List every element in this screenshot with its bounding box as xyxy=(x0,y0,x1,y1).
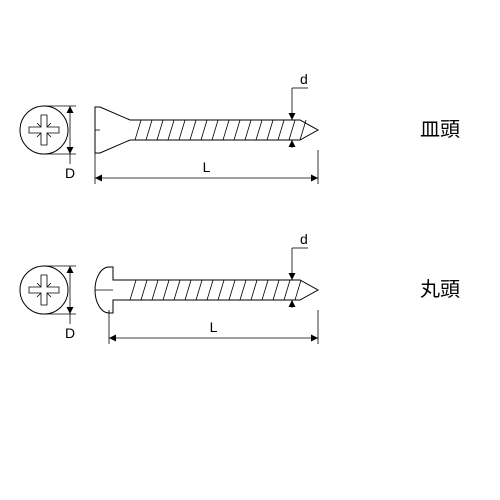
dim-label-D: D xyxy=(65,165,75,181)
screw-head-front xyxy=(20,266,68,314)
screw-head-front xyxy=(20,106,68,154)
diagram-canvas: D Ld D Ld 皿頭丸頭 xyxy=(0,0,500,500)
dim-label-L: L xyxy=(210,319,218,335)
dim-label-D: D xyxy=(65,325,75,341)
dim-label-d: d xyxy=(300,231,308,247)
title-flat-head: 皿頭 xyxy=(420,119,460,141)
dim-label-d: d xyxy=(300,71,308,87)
title-round-head: 丸頭 xyxy=(420,278,460,301)
dim-label-L: L xyxy=(203,159,211,175)
